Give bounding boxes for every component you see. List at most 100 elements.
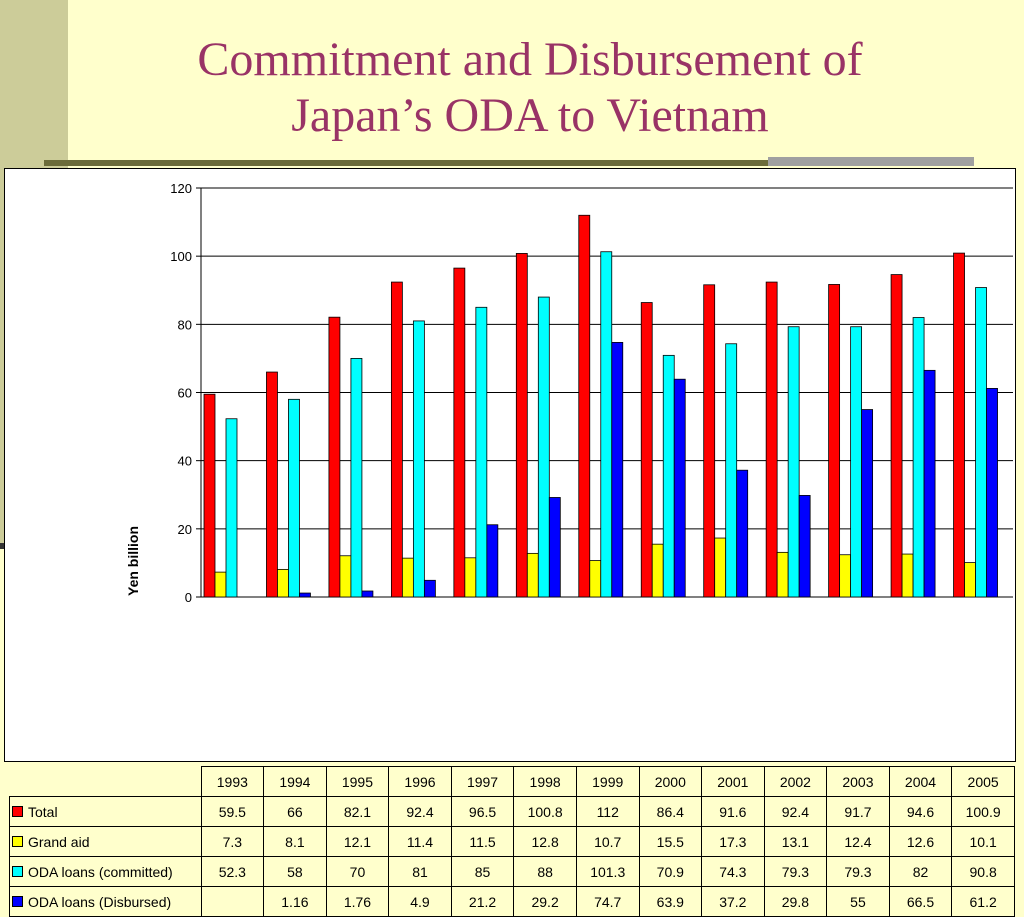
data-label: 70.9 xyxy=(638,856,703,887)
bar xyxy=(266,371,278,598)
x-tick-label: 1995 xyxy=(325,766,390,797)
data-label: 58 xyxy=(263,856,327,887)
bar xyxy=(611,341,624,598)
x-tick-label: 1994 xyxy=(263,766,327,797)
data-label: 55 xyxy=(826,886,890,917)
x-tick-label: 2001 xyxy=(701,766,765,797)
bar xyxy=(765,281,778,598)
data-label: 59.5 xyxy=(200,796,265,827)
bar xyxy=(714,537,727,598)
data-label: 74.3 xyxy=(701,856,765,887)
data-label: 1.16 xyxy=(263,886,327,917)
data-label: 74.7 xyxy=(575,886,640,917)
data-label: 8.1 xyxy=(263,826,327,857)
bar xyxy=(651,543,664,598)
data-label: 90.8 xyxy=(951,856,1015,887)
bar xyxy=(640,302,653,598)
bar xyxy=(953,252,965,598)
legend-label: Total xyxy=(28,803,58,820)
table-header-row: 1993 1994 1995 1996 1997 1998 1999 2000 2001 2002… xyxy=(9,766,1015,797)
x-tick-label: 2000 xyxy=(638,766,703,797)
bar xyxy=(486,524,499,598)
data-label: 66.5 xyxy=(888,886,953,917)
bar xyxy=(662,354,675,598)
bar xyxy=(515,253,528,598)
bar xyxy=(861,409,874,598)
slide-title: Commitment and Disbursement of Japan’s O… xyxy=(80,32,980,144)
y-tick-label: 0 xyxy=(185,590,192,605)
data-label: 82.1 xyxy=(325,796,390,827)
data-label: 15.5 xyxy=(638,826,703,857)
table-row: Grand aid 7.3 8.1 12.1 11.4 11.5 12.8 10.7 15.5 1… xyxy=(9,826,1015,857)
legend-label: ODA loans (Disbursed) xyxy=(28,893,172,910)
bar xyxy=(203,393,216,598)
data-label: 86.4 xyxy=(638,796,703,827)
bar xyxy=(328,316,341,598)
data-label: 81 xyxy=(388,856,452,887)
bar xyxy=(725,343,738,598)
bar xyxy=(526,552,539,598)
data-label: 52.3 xyxy=(200,856,265,887)
slide-title-line1: Commitment and Disbursement of xyxy=(197,33,863,86)
bar xyxy=(225,418,238,598)
data-label: 10.1 xyxy=(951,826,1015,857)
bar xyxy=(464,557,477,598)
data-label: 100.8 xyxy=(513,796,577,827)
bar xyxy=(361,590,374,598)
data-label: 11.5 xyxy=(450,826,515,857)
data-label: 88 xyxy=(513,856,577,887)
bar xyxy=(214,571,227,598)
bar xyxy=(975,287,987,598)
legend-swatch xyxy=(12,836,23,848)
x-tick-label: 2003 xyxy=(826,766,890,797)
y-tick-label: 20 xyxy=(178,522,192,537)
chart: 0 20 40 60 80 100 120 Yen billion xyxy=(125,181,1013,605)
x-tick-label: 1999 xyxy=(575,766,640,797)
data-label: 29.2 xyxy=(513,886,577,917)
data-label: 70 xyxy=(325,856,390,887)
data-label: 7.3 xyxy=(200,826,265,857)
bar xyxy=(401,557,414,598)
data-label: 17.3 xyxy=(701,826,765,857)
slide-title-line2: Japan’s ODA to Vietnam xyxy=(291,89,769,142)
x-tick-label: 1993 xyxy=(200,766,265,797)
data-label: 92.4 xyxy=(763,796,828,827)
data-label: 91.7 xyxy=(826,796,890,827)
data-label: 37.2 xyxy=(701,886,765,917)
table-corner xyxy=(9,766,202,797)
legend-swatch xyxy=(12,866,23,878)
data-label: 12.4 xyxy=(826,826,890,857)
slide-divider-dark xyxy=(44,160,768,166)
bar xyxy=(890,274,903,598)
bar xyxy=(578,214,591,598)
x-tick-label: 1996 xyxy=(388,766,452,797)
data-label: 66 xyxy=(263,796,327,827)
bar xyxy=(600,251,613,598)
data-label: 112 xyxy=(575,796,640,827)
data-label: 13.1 xyxy=(763,826,828,857)
bar xyxy=(776,551,789,598)
series-label: Grand aid xyxy=(9,826,202,857)
bar xyxy=(589,560,602,598)
data-label: 79.3 xyxy=(826,856,890,887)
bar xyxy=(912,317,925,598)
series-label: Total xyxy=(9,796,202,827)
bar xyxy=(288,398,300,598)
bar xyxy=(412,320,425,598)
y-tick-label: 120 xyxy=(170,181,192,196)
y-tick-label: 60 xyxy=(178,386,192,401)
y-tick-label: 80 xyxy=(178,317,192,332)
y-tick-label: 100 xyxy=(170,249,192,264)
bar xyxy=(548,497,561,598)
table-row: ODA loans (committed) 52.3 58 70 81 85 88 101.3… xyxy=(9,856,1015,887)
data-label: 12.8 xyxy=(513,826,577,857)
data-label xyxy=(200,886,265,917)
legend-swatch xyxy=(12,806,23,818)
bar xyxy=(423,579,436,598)
data-label: 29.8 xyxy=(763,886,828,917)
bar xyxy=(828,284,841,598)
data-label: 63.9 xyxy=(638,886,703,917)
x-tick-label: 2004 xyxy=(888,766,953,797)
data-label: 94.6 xyxy=(888,796,953,827)
x-tick-label: 1998 xyxy=(513,766,577,797)
